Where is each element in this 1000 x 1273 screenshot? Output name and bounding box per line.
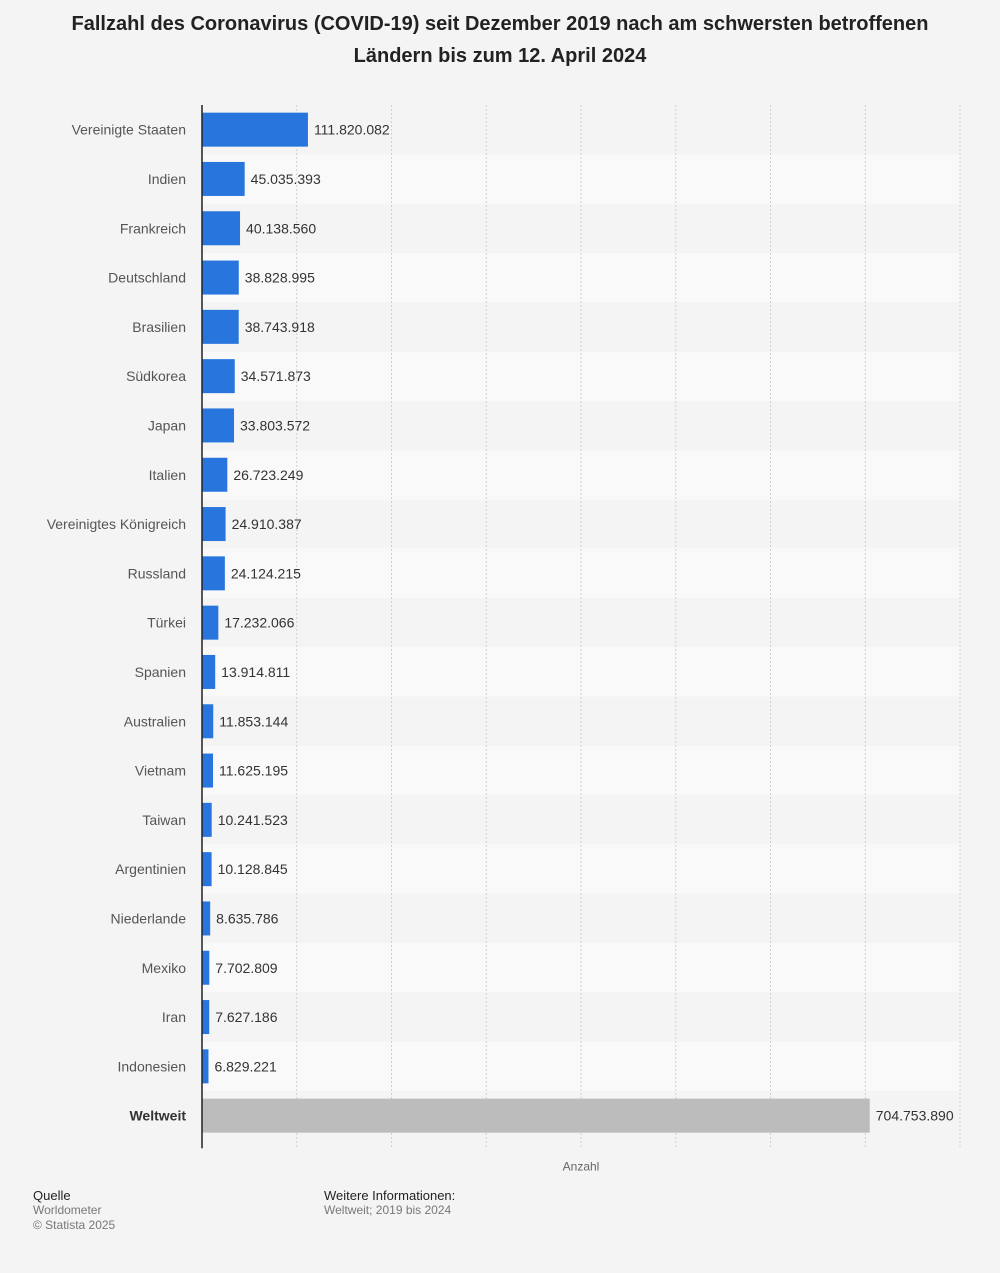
bar <box>202 901 211 936</box>
value-label: 40.138.560 <box>246 220 316 236</box>
value-label: 10.128.845 <box>218 861 288 877</box>
category-label: Deutschland <box>108 270 186 286</box>
chart-title: Fallzahl des Coronavirus (COVID-19) seit… <box>71 13 929 67</box>
category-label: Indonesien <box>117 1058 186 1074</box>
bar <box>202 852 212 887</box>
category-label: Japan <box>148 417 186 433</box>
info-heading: Weitere Informationen: <box>324 1188 456 1203</box>
bar <box>202 950 210 985</box>
value-label: 13.914.811 <box>221 664 290 680</box>
value-label: 11.625.195 <box>219 763 288 779</box>
category-label: Frankreich <box>120 220 186 236</box>
bar <box>202 161 245 196</box>
category-label: Mexiko <box>142 960 187 976</box>
value-label: 7.627.186 <box>215 1009 277 1025</box>
x-axis-label: Anzahl <box>563 1159 600 1173</box>
source-name: Worldometer <box>33 1203 102 1217</box>
value-label: 24.910.387 <box>232 516 302 532</box>
bar <box>202 753 214 788</box>
value-label: 38.828.995 <box>245 270 315 286</box>
bar-chart: Vereinigte Staaten 111.820.082 Indien 45.03… <box>47 105 961 1173</box>
category-label: Niederlande <box>111 910 187 926</box>
value-label: 8.635.786 <box>216 910 278 926</box>
row-stripe <box>202 943 960 993</box>
row-stripe <box>202 647 960 697</box>
category-label: Argentinien <box>115 861 186 877</box>
category-label: Südkorea <box>126 368 186 384</box>
bar <box>202 605 219 640</box>
bar <box>202 704 214 739</box>
bar <box>202 1000 210 1035</box>
info-text: Weltweit; 2019 bis 2024 <box>324 1203 452 1217</box>
value-label: 33.803.572 <box>240 417 310 433</box>
value-label: 26.723.249 <box>233 467 303 483</box>
value-label: 10.241.523 <box>218 812 288 828</box>
category-label: Vereinigte Staaten <box>72 122 186 138</box>
category-label: Italien <box>149 467 186 483</box>
category-label: Vereinigtes Königreich <box>47 516 186 532</box>
bar <box>202 359 235 394</box>
category-label: Vietnam <box>135 763 186 779</box>
value-label: 24.124.215 <box>231 565 301 581</box>
source-heading: Quelle <box>33 1188 71 1203</box>
category-label: Weltweit <box>129 1108 186 1124</box>
bar-total <box>202 1098 870 1133</box>
bar <box>202 260 239 295</box>
value-label: 38.743.918 <box>245 319 315 335</box>
bar <box>202 802 212 837</box>
bar <box>202 1049 209 1084</box>
category-label: Türkei <box>147 615 186 631</box>
value-label: 34.571.873 <box>241 368 311 384</box>
category-label: Indien <box>148 171 186 187</box>
category-label: Spanien <box>135 664 186 680</box>
bar <box>202 309 239 344</box>
value-label: 17.232.066 <box>224 615 294 631</box>
copyright: © Statista 2025 <box>33 1218 116 1232</box>
bar <box>202 556 225 591</box>
bar <box>202 408 235 443</box>
bar <box>202 457 228 492</box>
category-label: Taiwan <box>142 812 186 828</box>
bar <box>202 507 226 542</box>
value-label: 45.035.393 <box>251 171 321 187</box>
source-block: Quelle Worldometer © Statista 2025 <box>33 1188 115 1233</box>
category-label: Brasilien <box>132 319 186 335</box>
bar <box>202 654 216 689</box>
category-label: Iran <box>162 1009 186 1025</box>
value-label: 111.820.082 <box>314 122 390 138</box>
bar <box>202 211 241 246</box>
value-label: 704.753.890 <box>876 1108 954 1124</box>
value-label: 11.853.144 <box>219 713 288 729</box>
row-stripe <box>202 351 960 401</box>
value-label: 7.702.809 <box>215 960 277 976</box>
value-label: 6.829.221 <box>214 1058 276 1074</box>
bar <box>202 112 308 147</box>
info-block: Weitere Informationen: Weltweit; 2019 bi… <box>324 1188 455 1218</box>
category-label: Russland <box>128 565 186 581</box>
category-label: Australien <box>124 713 186 729</box>
